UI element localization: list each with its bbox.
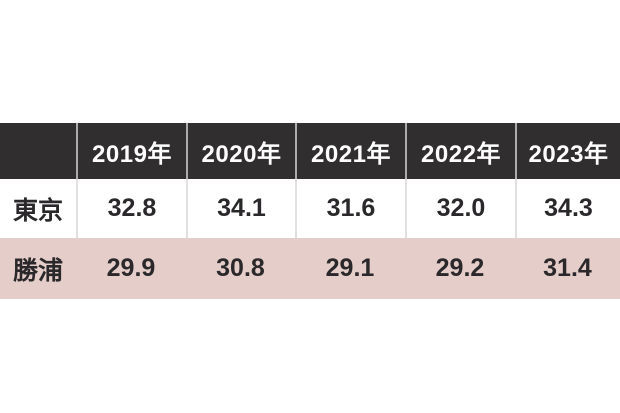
header-cell-empty bbox=[0, 123, 76, 179]
header-cell-2022: 2022年 bbox=[405, 123, 515, 179]
value-cell-katsuura-2021: 29.1 bbox=[295, 238, 405, 299]
table-header-row: 2019年 2020年 2021年 2022年 2023年 bbox=[0, 123, 620, 179]
value-cell-katsuura-2022: 29.2 bbox=[405, 238, 515, 299]
table-row-katsuura: 勝浦 29.9 30.8 29.1 29.2 31.4 bbox=[0, 238, 620, 299]
value-cell-tokyo-2022: 32.0 bbox=[405, 179, 515, 238]
temperature-table: 2019年 2020年 2021年 2022年 2023年 東京 32.8 34… bbox=[0, 123, 620, 299]
value-cell-katsuura-2019: 29.9 bbox=[76, 238, 186, 299]
header-cell-2020: 2020年 bbox=[186, 123, 295, 179]
header-cell-2021: 2021年 bbox=[295, 123, 405, 179]
row-label-katsuura: 勝浦 bbox=[0, 238, 76, 299]
value-cell-tokyo-2020: 34.1 bbox=[186, 179, 295, 238]
table-row-tokyo: 東京 32.8 34.1 31.6 32.0 34.3 bbox=[0, 179, 620, 238]
value-cell-tokyo-2021: 31.6 bbox=[295, 179, 405, 238]
header-cell-2023: 2023年 bbox=[515, 123, 620, 179]
value-cell-katsuura-2020: 30.8 bbox=[186, 238, 295, 299]
value-cell-katsuura-2023: 31.4 bbox=[515, 238, 620, 299]
value-cell-tokyo-2023: 34.3 bbox=[515, 179, 620, 238]
header-cell-2019: 2019年 bbox=[76, 123, 186, 179]
value-cell-tokyo-2019: 32.8 bbox=[76, 179, 186, 238]
row-label-tokyo: 東京 bbox=[0, 179, 76, 238]
